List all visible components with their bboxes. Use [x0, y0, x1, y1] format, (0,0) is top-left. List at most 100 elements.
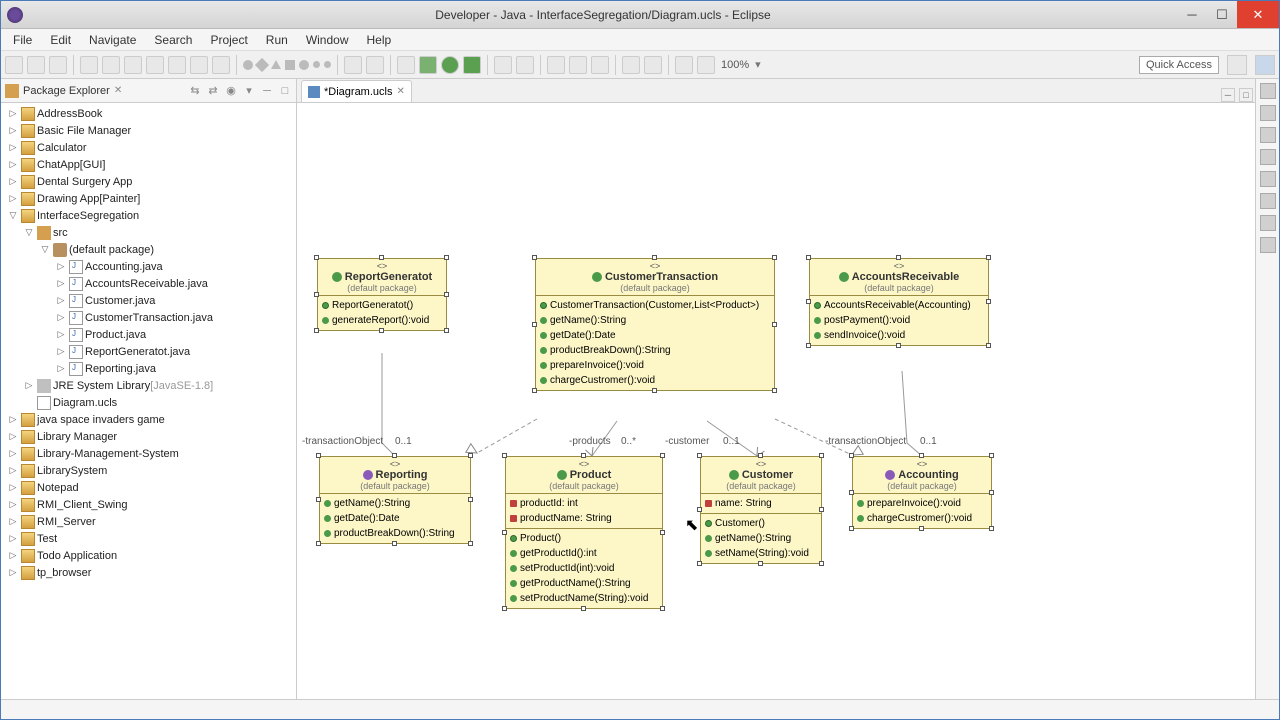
tree-item[interactable]: ▷Reporting.java	[1, 360, 296, 377]
tree-item[interactable]: ▽src	[1, 224, 296, 241]
perspective-btn[interactable]	[1227, 55, 1247, 75]
package-explorer-tab[interactable]: Package Explorer ✕ ⇆ ⇄ ◉ ▾ ─ □	[1, 79, 296, 103]
uml-rep[interactable]: <>Reporting(default package)getName():St…	[319, 456, 471, 544]
editor-tab-diagram[interactable]: *Diagram.ucls ✕	[301, 80, 412, 102]
shape-small[interactable]	[313, 61, 320, 68]
tree-item[interactable]: ▷Drawing App[Painter]	[1, 190, 296, 207]
run-ext-button[interactable]	[463, 56, 481, 74]
debug-button[interactable]	[419, 56, 437, 74]
menu-help[interactable]: Help	[359, 31, 400, 49]
menu-window[interactable]: Window	[298, 31, 357, 49]
tree-item[interactable]: ▷Notepad	[1, 479, 296, 496]
toolbar-btn[interactable]	[591, 56, 609, 74]
tree-item[interactable]: ▷AccountsReceivable.java	[1, 275, 296, 292]
tree-item[interactable]: ▷ReportGeneratot.java	[1, 343, 296, 360]
close-button[interactable]: ✕	[1237, 1, 1279, 28]
tree-item[interactable]: ▷Library-Management-System	[1, 445, 296, 462]
shape-circle[interactable]	[243, 60, 253, 70]
close-tab-icon[interactable]: ✕	[396, 86, 404, 97]
new-button[interactable]	[5, 56, 23, 74]
menu-search[interactable]: Search	[146, 31, 200, 49]
right-icon[interactable]	[1260, 105, 1276, 121]
tree-item[interactable]: ▽InterfaceSegregation	[1, 207, 296, 224]
tree-item[interactable]: ▷CustomerTransaction.java	[1, 309, 296, 326]
maximize-button[interactable]: ☐	[1207, 1, 1237, 28]
tree-item[interactable]: ▷tp_browser	[1, 564, 296, 581]
tree-item[interactable]: ▷java space invaders game	[1, 411, 296, 428]
toolbar-btn[interactable]	[102, 56, 120, 74]
tree-item[interactable]: ▷LibrarySystem	[1, 462, 296, 479]
right-icon[interactable]	[1260, 127, 1276, 143]
toolbar-btn[interactable]	[344, 56, 362, 74]
tree-item[interactable]: ▷Library Manager	[1, 428, 296, 445]
tree-item[interactable]: ▷Test	[1, 530, 296, 547]
toolbar-btn[interactable]	[190, 56, 208, 74]
tree-item[interactable]: ▷Calculator	[1, 139, 296, 156]
tree-item[interactable]: ▷RMI_Server	[1, 513, 296, 530]
shape-small2[interactable]	[324, 61, 331, 68]
tree-item[interactable]: ▷ChatApp[GUI]	[1, 156, 296, 173]
uml-ct[interactable]: <>CustomerTransaction(default package)Cu…	[535, 258, 775, 391]
tree-item[interactable]: Diagram.ucls	[1, 394, 296, 411]
quick-access[interactable]: Quick Access	[1139, 56, 1219, 74]
link-icon[interactable]: ⇄	[206, 84, 220, 98]
menu-run[interactable]: Run	[258, 31, 296, 49]
toolbar-btn[interactable]	[494, 56, 512, 74]
save-button[interactable]	[27, 56, 45, 74]
shape-triangle[interactable]	[271, 60, 281, 69]
toolbar-btn[interactable]	[124, 56, 142, 74]
uml-prod[interactable]: <>Product(default package)productId: int…	[505, 456, 663, 609]
menu-navigate[interactable]: Navigate	[81, 31, 144, 49]
uml-rg[interactable]: <>ReportGeneratot(default package)Report…	[317, 258, 447, 331]
min-icon[interactable]: ─	[260, 84, 274, 98]
shape-dot[interactable]	[299, 60, 309, 70]
run-button[interactable]	[441, 56, 459, 74]
shape-square[interactable]	[285, 60, 295, 70]
back-button[interactable]	[675, 56, 693, 74]
minimize-button[interactable]: ─	[1177, 1, 1207, 28]
toolbar-btn[interactable]	[212, 56, 230, 74]
toolbar-btn[interactable]	[644, 56, 662, 74]
menu-edit[interactable]: Edit	[42, 31, 79, 49]
editor-min[interactable]: ─	[1221, 88, 1235, 102]
diagram-canvas[interactable]: <>ReportGeneratot(default package)Report…	[297, 103, 1255, 699]
collapse-icon[interactable]: ⇆	[188, 84, 202, 98]
uml-cust[interactable]: <>Customer(default package)name: StringC…	[700, 456, 822, 564]
save-all-button[interactable]	[49, 56, 67, 74]
close-view-icon[interactable]: ✕	[114, 85, 122, 96]
uml-acc[interactable]: <>Accounting(default package)prepareInvo…	[852, 456, 992, 529]
tree-item[interactable]: ▷Dental Surgery App	[1, 173, 296, 190]
tree-item[interactable]: ▷Basic File Manager	[1, 122, 296, 139]
max-icon[interactable]: □	[278, 84, 292, 98]
tree-item[interactable]: ▷Todo Application	[1, 547, 296, 564]
toolbar-btn[interactable]	[80, 56, 98, 74]
toolbar-btn[interactable]	[622, 56, 640, 74]
toolbar-btn[interactable]	[569, 56, 587, 74]
uml-ar[interactable]: <>AccountsReceivable(default package)Acc…	[809, 258, 989, 346]
zoom-level[interactable]: 100%	[721, 59, 749, 71]
menu-file[interactable]: File	[5, 31, 40, 49]
menu-icon[interactable]: ▾	[242, 84, 256, 98]
toolbar-btn[interactable]	[366, 56, 384, 74]
right-icon[interactable]	[1260, 83, 1276, 99]
right-icon[interactable]	[1260, 193, 1276, 209]
right-icon[interactable]	[1260, 215, 1276, 231]
tree-item[interactable]: ▷Product.java	[1, 326, 296, 343]
project-tree[interactable]: ▷AddressBook▷Basic File Manager▷Calculat…	[1, 103, 296, 699]
toolbar-btn[interactable]	[397, 56, 415, 74]
tree-item[interactable]: ▷Accounting.java	[1, 258, 296, 275]
right-icon[interactable]	[1260, 171, 1276, 187]
shape-diamond[interactable]	[255, 57, 269, 71]
forward-button[interactable]	[697, 56, 715, 74]
java-perspective[interactable]	[1255, 55, 1275, 75]
toolbar-btn[interactable]	[168, 56, 186, 74]
tree-item[interactable]: ▽(default package)	[1, 241, 296, 258]
toolbar-btn[interactable]	[547, 56, 565, 74]
menu-project[interactable]: Project	[202, 31, 255, 49]
editor-max[interactable]: □	[1239, 88, 1253, 102]
right-icon[interactable]	[1260, 149, 1276, 165]
toolbar-btn[interactable]	[516, 56, 534, 74]
tree-item[interactable]: ▷RMI_Client_Swing	[1, 496, 296, 513]
toolbar-btn[interactable]	[146, 56, 164, 74]
right-icon[interactable]	[1260, 237, 1276, 253]
